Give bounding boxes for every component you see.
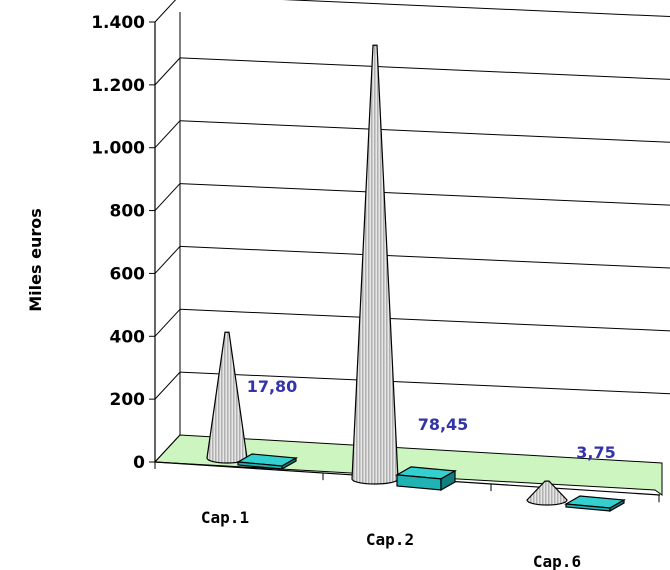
box-side xyxy=(609,498,625,513)
x-axis-categories: Cap.1 Cap.2 Cap.6 xyxy=(201,508,581,570)
y-tick-label: 0 xyxy=(133,453,145,473)
x-category-label: Cap.6 xyxy=(533,552,581,570)
cone-mark xyxy=(206,331,248,464)
gridline xyxy=(179,245,670,269)
cone-body xyxy=(351,44,399,485)
y-axis-label: Miles euros xyxy=(26,208,45,311)
data-label: 17,80 xyxy=(247,377,298,396)
box-side xyxy=(440,469,456,492)
x-category-label: Cap.1 xyxy=(201,508,249,527)
cone-body xyxy=(526,480,568,506)
y-tick-label: 400 xyxy=(110,327,146,347)
y-tick-label: 1.400 xyxy=(91,13,145,33)
box-mark xyxy=(395,466,457,492)
gridline xyxy=(282,0,670,18)
data-label: 3,75 xyxy=(576,443,615,462)
box-mark xyxy=(564,495,626,513)
gridline-depth xyxy=(154,371,181,400)
chart-floor xyxy=(153,434,663,496)
y-tick-label: 1.000 xyxy=(91,139,145,159)
data-label: 78,45 xyxy=(418,415,469,434)
gridline xyxy=(179,183,670,206)
gridline-depth xyxy=(154,57,181,86)
cone-mark xyxy=(351,44,399,485)
gridline xyxy=(179,120,670,143)
cone-mark xyxy=(526,480,568,506)
cone-body xyxy=(206,331,248,464)
y-tick-label: 200 xyxy=(110,390,146,410)
box-mark xyxy=(236,453,298,471)
data-labels: 17,80 78,45 3,75 xyxy=(247,377,616,462)
y-tick-label: 600 xyxy=(110,264,146,284)
gridline-depth xyxy=(154,246,181,274)
box-side xyxy=(281,456,297,471)
gridline-depth xyxy=(154,0,177,23)
gridline xyxy=(179,57,670,80)
y-axis-ticks: 0 200 400 600 800 1.000 1.200 1.400 xyxy=(91,13,155,473)
y-tick-label: 1.200 xyxy=(91,76,145,96)
gridline xyxy=(179,308,670,332)
gridline xyxy=(179,371,670,395)
floor-plane xyxy=(153,434,663,496)
gridline-depth xyxy=(154,120,181,149)
gridline-depth xyxy=(154,183,181,211)
gridline-depth xyxy=(154,308,181,337)
chart-marks xyxy=(206,44,626,513)
gridlines xyxy=(154,0,670,463)
x-category-label: Cap.2 xyxy=(366,530,414,549)
y-tick-label: 800 xyxy=(110,202,146,222)
